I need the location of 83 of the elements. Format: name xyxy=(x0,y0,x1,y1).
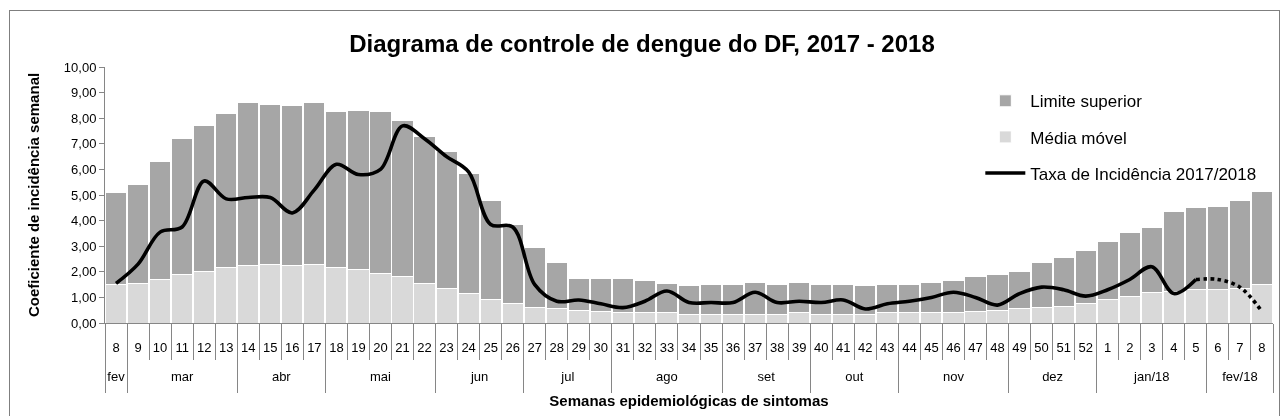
x-tick-label: 48 xyxy=(990,339,1005,355)
y-tick-label: 0,00 xyxy=(71,315,97,331)
x2-tick-label: ago xyxy=(656,369,678,384)
x-tick-label: 7 xyxy=(1236,339,1244,355)
y-axis-title: Coeficiente de incidência semanal xyxy=(25,72,43,318)
x-tick-label: 12 xyxy=(196,339,212,355)
legend-label: Limite superior xyxy=(1030,92,1143,112)
x-tick-label: 41 xyxy=(836,339,851,355)
x-tick-label: 31 xyxy=(615,339,631,355)
y-tick-label: 9,00 xyxy=(71,85,97,101)
x-tick-label: 18 xyxy=(329,339,344,355)
x-tick-label: 50 xyxy=(1034,339,1049,355)
y-tick-label: 2,00 xyxy=(71,264,97,280)
x-tick-label: 15 xyxy=(263,339,278,355)
x-tick-label: 14 xyxy=(241,339,256,355)
x-tick-label: 51 xyxy=(1056,339,1071,355)
x-tick-label: 29 xyxy=(571,339,587,355)
x-tick-label: 47 xyxy=(968,339,983,355)
x-tick-label: 40 xyxy=(814,339,829,355)
legend-label: Taxa de Incidência 2017/2018 xyxy=(1030,164,1257,184)
x-tick-label: 10 xyxy=(152,339,168,355)
legend-label: Média móvel xyxy=(1030,128,1127,148)
x-tick-label: 24 xyxy=(461,339,476,355)
x-tick-label: 20 xyxy=(373,339,388,355)
x-tick-label: 4 xyxy=(1170,339,1178,355)
y-tick-label: 10,00 xyxy=(63,59,97,75)
x-tick-label: 6 xyxy=(1214,339,1222,355)
y-tick-label: 3,00 xyxy=(71,238,97,254)
x-tick-label: 11 xyxy=(175,339,189,355)
x-tick-label: 38 xyxy=(769,339,785,355)
x-tick-label: 32 xyxy=(637,339,653,355)
x-tick-label: 34 xyxy=(681,339,697,355)
x-tick-label: 16 xyxy=(285,339,300,355)
x2-tick-label: mar xyxy=(170,369,194,384)
x-tick-label: 49 xyxy=(1012,339,1027,355)
x-tick-label: 26 xyxy=(505,339,520,355)
x-tick-label: 35 xyxy=(703,339,719,355)
x2-tick-label: jul xyxy=(560,369,575,384)
x-tick-label: 37 xyxy=(747,339,763,355)
y-tick-label: 8,00 xyxy=(71,110,97,126)
y-tick-label: 1,00 xyxy=(71,289,97,305)
x-tick-label: 25 xyxy=(483,339,498,355)
x-tick-label: 3 xyxy=(1148,339,1156,355)
x2-tick-label: set xyxy=(757,369,776,384)
x-tick-label: 13 xyxy=(218,339,234,355)
x-tick-label: 22 xyxy=(417,339,432,355)
x-tick-label: 17 xyxy=(307,339,322,355)
x2-tick-label: jan/18 xyxy=(1133,369,1170,384)
x-tick-label: 44 xyxy=(902,339,917,355)
y-tick-label: 4,00 xyxy=(71,213,97,229)
y-tick-label: 7,00 xyxy=(71,136,97,152)
x-tick-label: 42 xyxy=(858,339,873,355)
x-tick-label: 8 xyxy=(1258,339,1266,355)
x-tick-label: 46 xyxy=(946,339,961,355)
x-tick-label: 21 xyxy=(395,339,410,355)
x2-tick-label: dez xyxy=(1042,369,1064,384)
x-tick-label: 23 xyxy=(439,339,454,355)
x2-tick-label: abr xyxy=(271,369,292,384)
x-tick-label: 5 xyxy=(1192,339,1200,355)
y-tick-label: 6,00 xyxy=(71,161,97,177)
chart-title: Diagrama de controle de dengue do DF, 2017 - 2018 xyxy=(349,30,935,58)
x2-tick-label: fev/18 xyxy=(1222,369,1258,384)
x2-tick-label: nov xyxy=(942,369,965,384)
x2-tick-label: mai xyxy=(369,369,392,384)
x-tick-label: 9 xyxy=(134,339,142,355)
x2-tick-label: fev xyxy=(107,369,126,384)
x2-tick-label: jun xyxy=(469,369,489,384)
x-tick-label: 2 xyxy=(1126,339,1134,355)
y-tick-label: 5,00 xyxy=(71,187,97,203)
x-axis-title: Semanas epidemiológicas de sintomas xyxy=(549,392,829,409)
x-tick-label: 39 xyxy=(791,339,807,355)
x-tick-label: 33 xyxy=(659,339,675,355)
x2-tick-label: out xyxy=(845,369,864,384)
x-tick-label: 36 xyxy=(725,339,741,355)
x-tick-label: 45 xyxy=(924,339,939,355)
x-tick-label: 28 xyxy=(549,339,564,355)
x-tick-label: 52 xyxy=(1078,339,1093,355)
x-tick-label: 43 xyxy=(880,339,895,355)
x-tick-label: 27 xyxy=(527,339,542,355)
x-tick-label: 1 xyxy=(1104,339,1112,355)
x-tick-label: 19 xyxy=(351,339,366,355)
x-tick-label: 8 xyxy=(112,339,120,355)
x-tick-label: 30 xyxy=(593,339,609,355)
